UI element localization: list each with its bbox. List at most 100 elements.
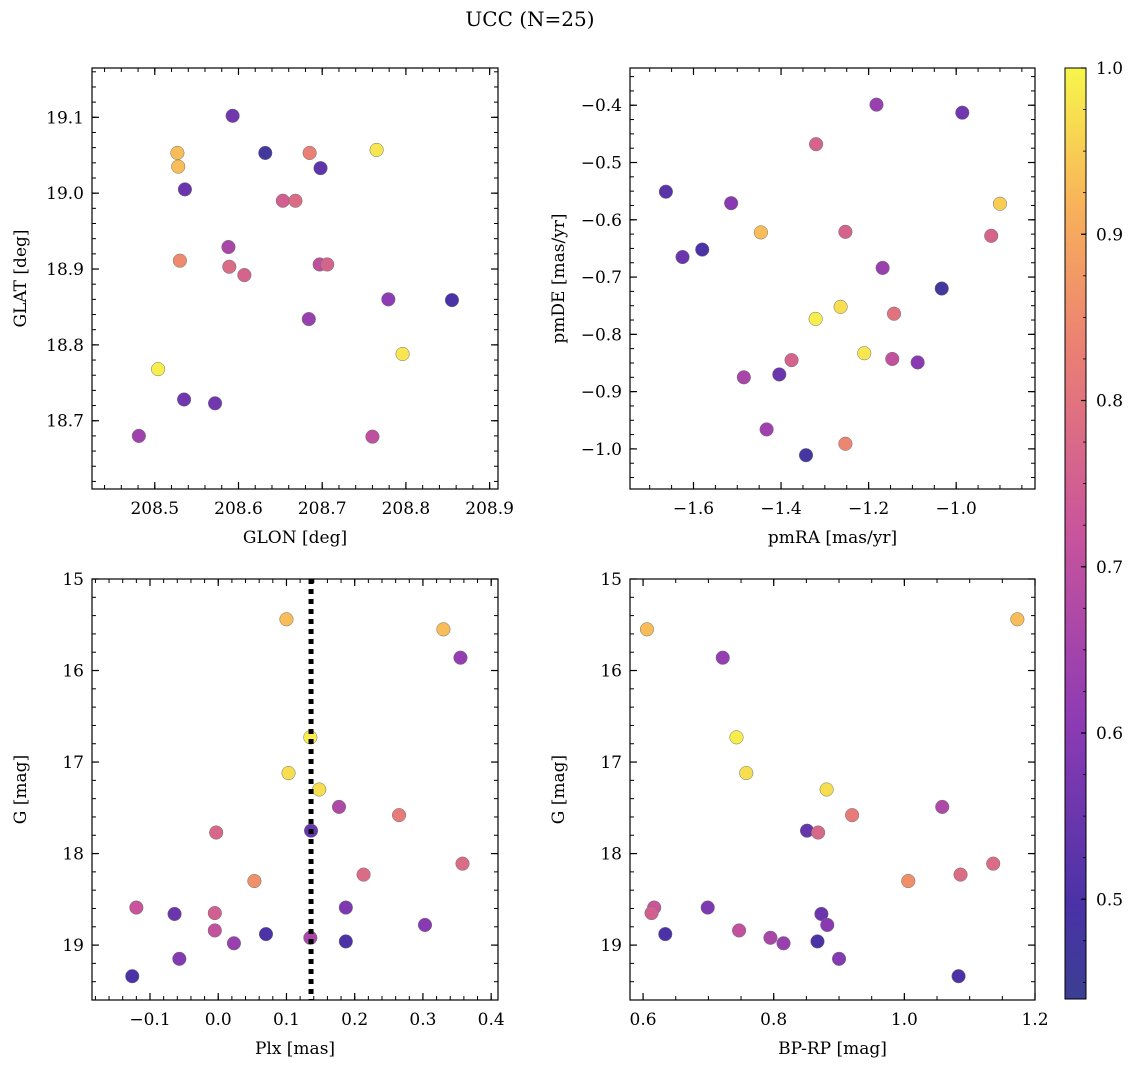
data-point [444, 293, 460, 308]
data-point [809, 137, 824, 152]
y-tick-label: −1.0 [581, 440, 622, 460]
data-point [808, 311, 823, 326]
data-point [869, 97, 884, 112]
data-point [838, 224, 853, 239]
scatter-panels: 208.5 208.6 208.7 208.8 208.9 18.7 18.8 18.9 19.… [11, 67, 1049, 1059]
x-axis-label: pmRA [mas/yr] [768, 528, 897, 548]
y-axis-label: GLAT [deg] [11, 229, 31, 327]
data-point [992, 196, 1008, 211]
data-point [838, 436, 853, 451]
data-point [365, 429, 380, 444]
data-point [281, 765, 296, 781]
major-ticks: 0.6 0.8 1.0 1.2 15 16 17 18 19 [600, 570, 1048, 1030]
plot-frame [629, 67, 1036, 490]
plot-frame [629, 578, 1036, 1001]
data-point [811, 825, 826, 840]
data-point [395, 346, 410, 362]
data-point [901, 873, 916, 889]
data-point [845, 808, 860, 823]
x-tick-label: 208.9 [465, 499, 514, 519]
colorbar-tick-label: 0.6 [1096, 724, 1123, 744]
x-tick-label: −0.1 [129, 1010, 170, 1030]
x-tick-label: 208.6 [214, 499, 263, 519]
y-tick-label: 19.0 [46, 184, 84, 204]
x-tick-label: 1.2 [1021, 1010, 1048, 1030]
data-point [715, 650, 730, 665]
data-point [208, 396, 223, 411]
x-tick-label: 208.7 [298, 499, 347, 519]
plot-frame [91, 67, 499, 490]
data-points [131, 108, 460, 444]
y-axis-label: pmDE [mas/yr] [549, 213, 569, 343]
data-point [951, 969, 966, 984]
major-ticks: −0.1 0.0 0.1 0.2 0.3 0.4 15 16 17 18 19 [62, 570, 504, 1030]
y-tick-label: 15 [600, 570, 622, 590]
y-tick-label: 19.1 [46, 108, 84, 128]
data-points [658, 97, 1008, 463]
data-point [331, 799, 347, 814]
major-ticks: 208.5 208.6 208.7 208.8 208.9 18.7 18.8 18.9 19.… [46, 68, 514, 519]
data-point [131, 428, 146, 443]
x-tick-label: 0.3 [409, 1010, 436, 1030]
minor-ticks [92, 578, 498, 1001]
data-point [221, 239, 236, 255]
y-tick-label: −0.5 [581, 154, 622, 174]
x-tick-label: 208.8 [382, 499, 431, 519]
x-tick-label: 0.1 [273, 1010, 300, 1030]
x-tick-label: −1.0 [936, 499, 977, 519]
data-point [225, 108, 240, 123]
data-point [820, 917, 835, 933]
data-point [776, 936, 791, 951]
x-tick-label: −1.4 [760, 499, 801, 519]
minor-ticks [92, 68, 498, 489]
data-point [237, 268, 252, 283]
y-axis-label: G [mag] [549, 755, 569, 824]
data-point [658, 927, 673, 942]
data-point [167, 906, 182, 922]
data-point [695, 242, 710, 257]
data-point [258, 145, 273, 161]
x-tick-label: 0.8 [760, 1010, 787, 1030]
y-tick-label: −0.7 [581, 268, 622, 288]
y-tick-label: −0.9 [581, 383, 622, 403]
data-point [151, 362, 166, 377]
colorbar-tick-label: 0.7 [1096, 558, 1123, 578]
panel-4: 0.6 0.8 1.0 1.2 15 16 17 18 19 BP-RP [mag] G [mag] [549, 570, 1049, 1059]
data-point [177, 392, 192, 407]
data-point [953, 867, 968, 882]
data-point [275, 193, 290, 208]
data-point [226, 936, 241, 951]
panel-1: 208.5 208.6 208.7 208.8 208.9 18.7 18.8 18.9 19.… [11, 67, 514, 548]
data-point [724, 196, 739, 211]
x-tick-label: 0.6 [630, 1010, 657, 1030]
data-point [301, 312, 316, 327]
data-point [763, 930, 778, 945]
colorbar-tick-label: 1.0 [1096, 59, 1123, 79]
data-point [313, 161, 328, 176]
data-point [875, 260, 890, 275]
colorbar-tick-label: 0.5 [1096, 890, 1123, 910]
y-tick-label: 18.7 [46, 412, 84, 432]
data-point [729, 730, 744, 745]
y-tick-label: 19 [600, 936, 622, 956]
x-axis-label: Plx [mas] [255, 1039, 335, 1059]
data-point [247, 873, 262, 889]
data-point [819, 782, 834, 797]
data-point [810, 934, 825, 949]
data-point [885, 351, 900, 367]
data-point [207, 923, 222, 938]
data-point [831, 951, 847, 966]
data-point [320, 257, 335, 272]
data-point [338, 934, 353, 949]
colorbar-tick-label: 0.9 [1096, 225, 1123, 245]
data-points [125, 612, 470, 984]
data-point [288, 193, 303, 208]
data-point [986, 856, 1001, 871]
colorbar: 0.5 0.6 0.7 0.8 0.9 1.0 [1064, 59, 1123, 1000]
minor-ticks [630, 68, 1035, 489]
x-tick-label: 0.4 [478, 1010, 505, 1030]
data-point [934, 281, 949, 296]
major-ticks: −1.6 −1.4 −1.2 −1.0 −1.0 −0.9 −0.8 −0.7 −0.6 −0.5… [581, 68, 1035, 519]
x-tick-label: 0.0 [205, 1010, 232, 1030]
data-point [171, 159, 186, 174]
